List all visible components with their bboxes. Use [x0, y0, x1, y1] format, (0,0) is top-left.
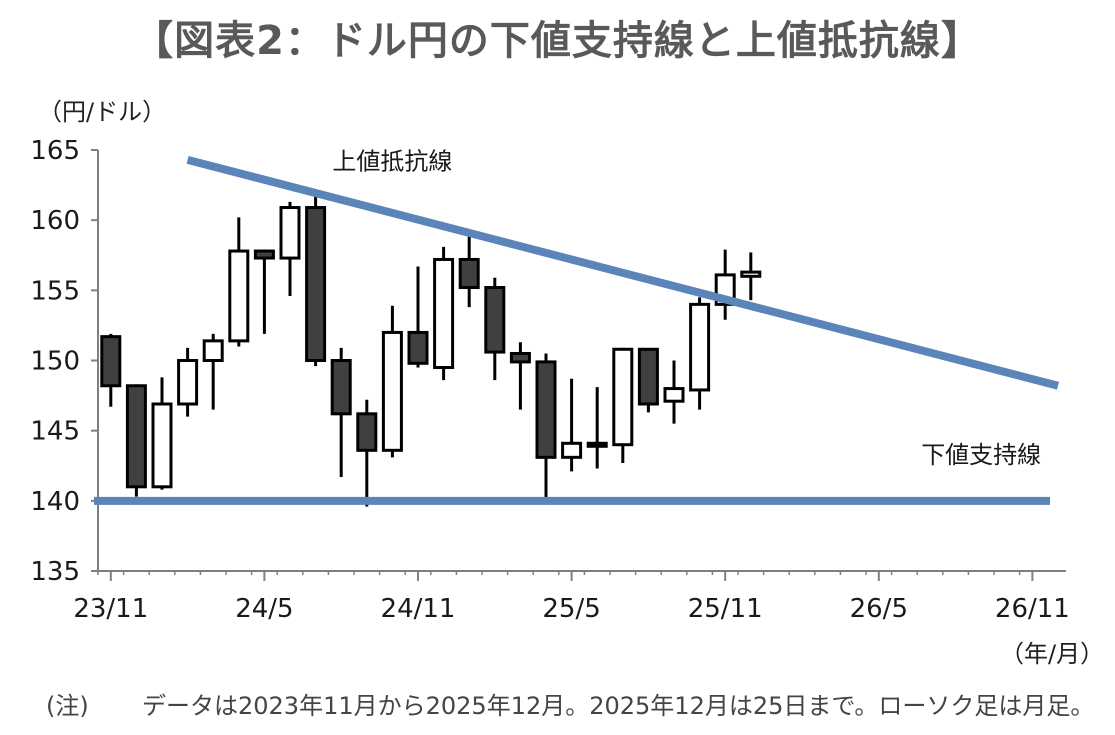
- candle: [330, 347, 352, 477]
- candle: [151, 377, 173, 490]
- candle-body-bullish: [663, 387, 685, 403]
- note-label: (注): [46, 692, 89, 720]
- y-tick-label: 140: [30, 487, 80, 517]
- resistance-line-label: 上値抵抗線: [332, 148, 452, 176]
- candle-body-bullish: [561, 441, 583, 459]
- candle-body-bullish: [151, 402, 173, 489]
- resistance-line: [186, 155, 1060, 390]
- candle: [484, 277, 506, 381]
- x-axis-unit: （年/月）: [1000, 640, 1105, 668]
- candle-body-bearish: [535, 360, 557, 459]
- candle: [586, 387, 608, 469]
- y-tick-label: 155: [30, 276, 80, 306]
- note-text: データは2023年11月から2025年12月。2025年12月は25日まで。ロー…: [142, 692, 1095, 720]
- candle: [177, 347, 199, 417]
- y-tick-label: 145: [30, 417, 80, 447]
- candle: [381, 305, 403, 458]
- candle-body-bullish: [689, 302, 711, 392]
- candle: [125, 384, 147, 497]
- candle: [714, 249, 736, 320]
- candle-body-bullish: [202, 339, 224, 362]
- candle-body-bearish: [356, 412, 378, 452]
- candle: [279, 201, 301, 296]
- candle: [458, 235, 480, 308]
- x-tick-label: 24/11: [381, 594, 456, 624]
- candle-body-bearish: [125, 384, 147, 489]
- candle: [253, 249, 275, 334]
- candle: [612, 347, 634, 463]
- candle: [663, 360, 685, 424]
- candle-body-bullish: [433, 257, 455, 370]
- candle-body-bearish: [253, 249, 275, 260]
- candle-body-bullish: [740, 270, 762, 278]
- candle-body-bearish: [305, 206, 327, 362]
- candle-body-bullish: [612, 347, 634, 447]
- x-tick-label: 24/5: [235, 594, 293, 624]
- x-tick-label: 26/11: [995, 594, 1070, 624]
- y-tick-label: 150: [30, 347, 80, 377]
- candle: [561, 378, 583, 472]
- support-line-label: 下値支持線: [921, 441, 1041, 469]
- candle-body-bearish: [458, 257, 480, 290]
- x-tick-label: 25/11: [688, 594, 763, 624]
- trend-lines: [94, 155, 1060, 505]
- candle: [202, 333, 224, 410]
- candle-body-bearish: [100, 335, 122, 388]
- candle-body-bearish: [330, 359, 352, 416]
- candle: [535, 353, 557, 503]
- y-tick-label: 165: [30, 136, 80, 166]
- candle: [509, 342, 531, 410]
- y-tick-label: 135: [30, 557, 80, 587]
- candle: [689, 297, 711, 410]
- candle-body-bearish: [407, 330, 429, 365]
- x-tick-label: 23/11: [73, 594, 148, 624]
- candle-body-bullish: [279, 206, 301, 260]
- candle: [305, 193, 327, 367]
- x-tick-label: 25/5: [542, 594, 600, 624]
- chart-title: 【図表2：ドル円の下値支持線と上値抵抗線】: [133, 18, 982, 64]
- candle: [356, 399, 378, 507]
- candle: [407, 266, 429, 368]
- candle: [228, 217, 250, 347]
- candle-body-bearish: [637, 347, 659, 406]
- candle-body-bullish: [228, 249, 250, 343]
- candle: [100, 333, 122, 407]
- candles: [100, 193, 762, 507]
- candle: [637, 347, 659, 413]
- candle: [740, 252, 762, 301]
- candle-body-bearish: [509, 351, 531, 364]
- y-tick-label: 160: [30, 206, 80, 236]
- axes: 135 140 145 150 155 160 165 23/11 24/5 24/11 25/5 2…: [30, 136, 1070, 624]
- x-tick-label: 26/5: [850, 594, 908, 624]
- candle-body-bullish: [586, 441, 608, 448]
- candle-body-bullish: [381, 330, 403, 452]
- y-axis-unit: （円/ドル）: [38, 98, 167, 126]
- candle: [433, 246, 455, 381]
- candle-body-bearish: [484, 286, 506, 354]
- candle-body-bullish: [177, 359, 199, 406]
